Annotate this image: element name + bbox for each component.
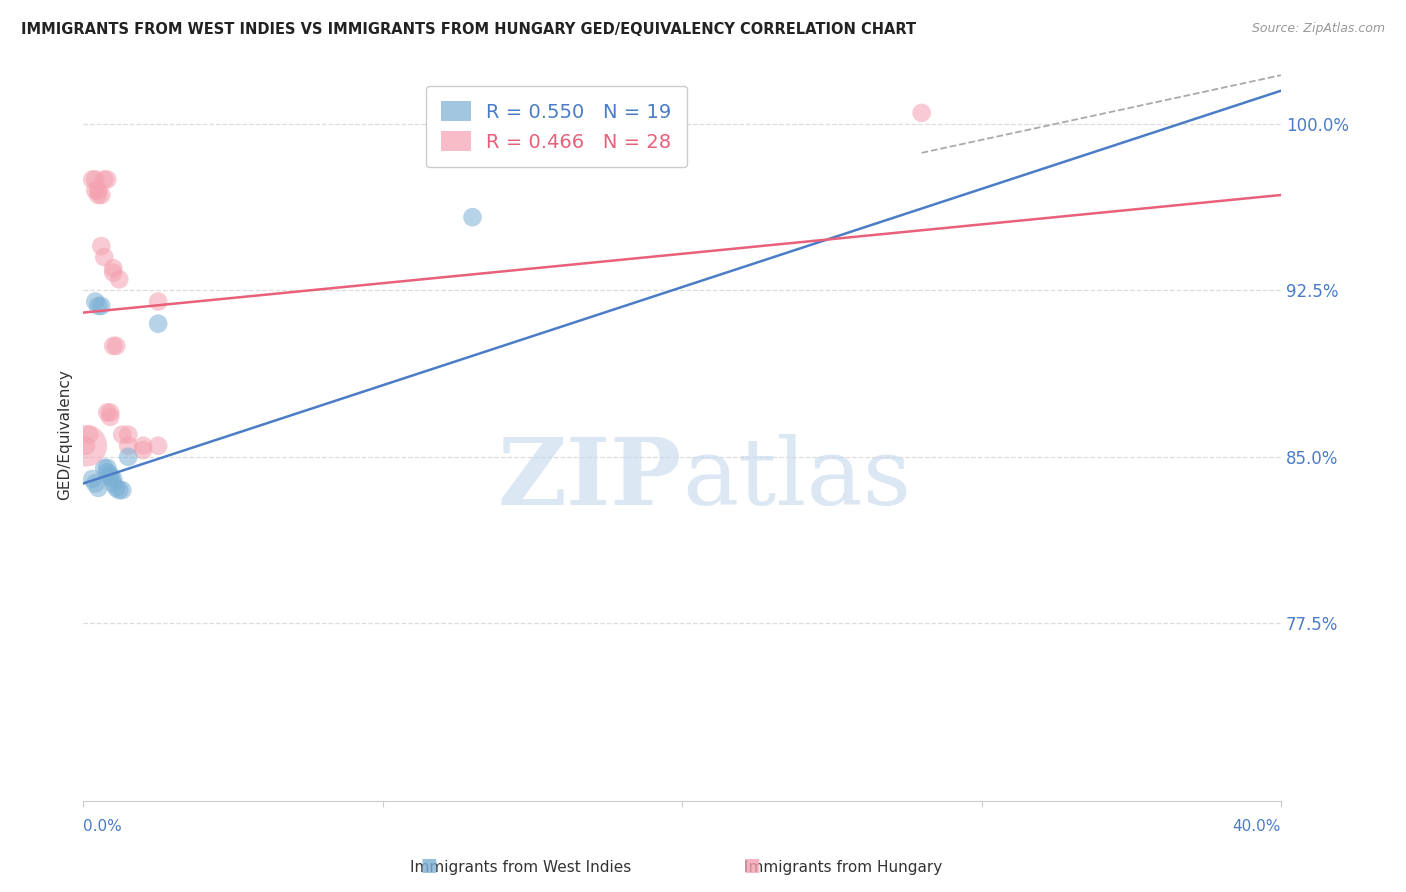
Point	[111, 427, 134, 442]
Point	[132, 443, 155, 458]
Point	[117, 427, 139, 442]
Point	[82, 172, 104, 186]
Point	[84, 184, 107, 198]
Point	[117, 439, 139, 453]
Point	[98, 409, 121, 424]
Point	[82, 472, 104, 486]
Point	[98, 470, 121, 484]
Point	[117, 450, 139, 464]
Point	[96, 172, 118, 186]
Point	[77, 427, 100, 442]
Point	[96, 405, 118, 419]
Text: 40.0%: 40.0%	[1233, 819, 1281, 833]
Text: ▪: ▪	[419, 850, 439, 879]
Point	[103, 261, 125, 276]
Point	[87, 299, 110, 313]
Point	[93, 172, 115, 186]
Point	[146, 317, 169, 331]
Point	[108, 272, 131, 286]
Legend: R = 0.550   N = 19, R = 0.466   N = 28: R = 0.550 N = 19, R = 0.466 N = 28	[426, 86, 688, 168]
Point	[90, 299, 112, 313]
Point	[90, 188, 112, 202]
Point	[911, 106, 934, 120]
Text: IMMIGRANTS FROM WEST INDIES VS IMMIGRANTS FROM HUNGARY GED/EQUIVALENCY CORRELATI: IMMIGRANTS FROM WEST INDIES VS IMMIGRANT…	[21, 22, 917, 37]
Point	[105, 481, 128, 495]
Point	[132, 439, 155, 453]
Point	[87, 188, 110, 202]
Point	[103, 476, 125, 491]
Text: Immigrants from Hungary: Immigrants from Hungary	[744, 861, 943, 875]
Point	[96, 461, 118, 475]
Point	[111, 483, 134, 497]
Point	[75, 439, 97, 453]
Point	[98, 467, 121, 482]
Point	[105, 339, 128, 353]
Point	[146, 294, 169, 309]
Text: ZIP: ZIP	[498, 434, 682, 524]
Text: Source: ZipAtlas.com: Source: ZipAtlas.com	[1251, 22, 1385, 36]
Point	[84, 172, 107, 186]
Point	[103, 266, 125, 280]
Point	[146, 439, 169, 453]
Point	[108, 483, 131, 497]
Point	[103, 339, 125, 353]
Point	[87, 481, 110, 495]
Point	[103, 472, 125, 486]
Point	[87, 184, 110, 198]
Point	[461, 210, 484, 224]
Text: ▪: ▪	[742, 850, 762, 879]
Point	[98, 405, 121, 419]
Text: 0.0%: 0.0%	[83, 819, 122, 833]
Point	[75, 439, 97, 453]
Y-axis label: GED/Equivalency: GED/Equivalency	[58, 369, 72, 500]
Point	[84, 294, 107, 309]
Text: Immigrants from West Indies: Immigrants from West Indies	[409, 861, 631, 875]
Point	[93, 250, 115, 264]
Point	[96, 466, 118, 480]
Point	[90, 239, 112, 253]
Point	[84, 476, 107, 491]
Point	[93, 461, 115, 475]
Text: atlas: atlas	[682, 434, 911, 524]
